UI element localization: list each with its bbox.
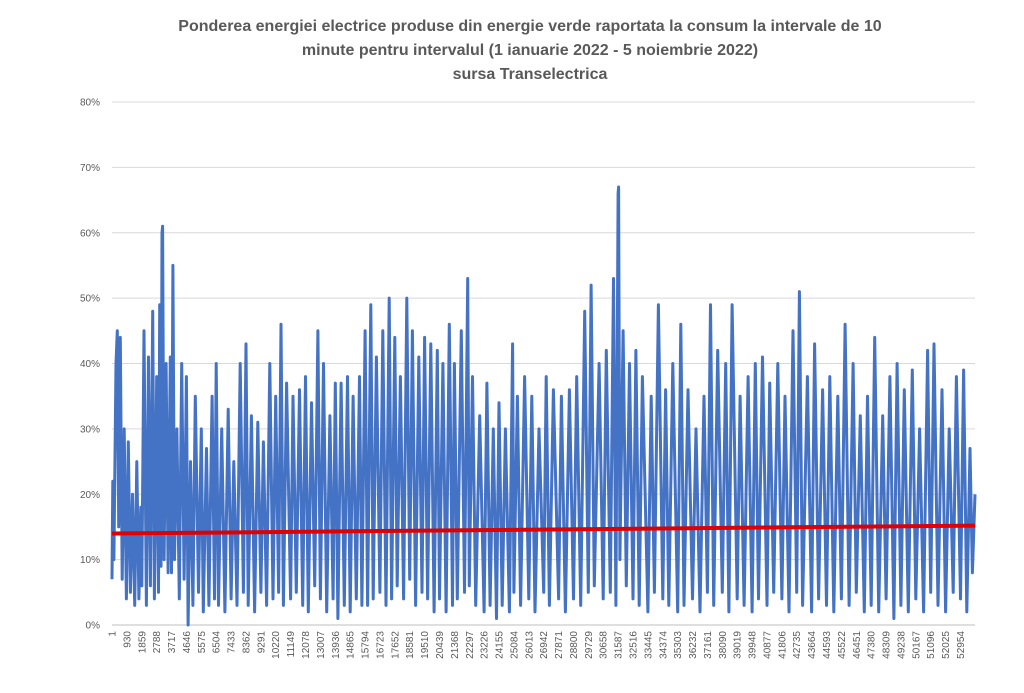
y-tick-label: 10% (80, 555, 100, 566)
x-tick-label: 12078 (301, 631, 312, 659)
x-tick-label: 32516 (628, 631, 639, 659)
x-tick-label: 43664 (807, 631, 818, 659)
x-tick-label: 930 (122, 631, 133, 648)
x-tick-label: 49238 (896, 631, 907, 659)
x-tick-label: 20439 (435, 631, 446, 659)
x-tick-label: 21368 (450, 631, 461, 659)
y-tick-label: 40% (80, 359, 100, 370)
y-tick-label: 0% (86, 621, 101, 632)
x-tick-label: 24155 (495, 631, 506, 659)
x-tick-label: 38090 (718, 631, 729, 659)
x-tick-label: 9291 (256, 631, 267, 654)
chart-title-line-1: Ponderea energiei electrice produse din … (178, 18, 882, 35)
x-axis-ticks: 1 930 1859 2788 3717 4646 5575 6504 7433 8362 9291… (108, 631, 967, 659)
y-tick-label: 50% (80, 294, 100, 305)
y-axis-ticks: 0% 10% 20% 30% 40% 50% 60% 70% 80% (80, 98, 100, 632)
x-tick-label: 27871 (554, 631, 565, 659)
x-tick-label: 7433 (227, 631, 238, 654)
grid-lines (112, 101, 975, 626)
y-tick-label: 30% (80, 424, 100, 435)
x-tick-label: 8362 (241, 631, 252, 654)
x-tick-label: 30658 (599, 631, 610, 659)
x-tick-label: 23226 (480, 631, 491, 659)
x-tick-label: 22297 (465, 631, 476, 659)
chart-title-line-3: sursa Transelectrica (452, 66, 608, 83)
x-tick-label: 2788 (152, 631, 163, 654)
x-tick-label: 52954 (956, 631, 967, 659)
x-tick-label: 44593 (822, 631, 833, 659)
x-tick-label: 26942 (539, 631, 550, 659)
x-tick-label: 50167 (911, 631, 922, 659)
x-tick-label: 31587 (614, 631, 625, 659)
x-tick-label: 26013 (524, 631, 535, 659)
y-tick-label: 20% (80, 490, 100, 501)
y-tick-label: 70% (80, 163, 100, 174)
x-tick-label: 10220 (271, 631, 282, 659)
x-tick-label: 45522 (837, 631, 848, 659)
x-tick-label: 1 (108, 631, 119, 637)
x-tick-label: 37161 (703, 631, 714, 659)
x-tick-label: 6504 (212, 631, 223, 654)
x-tick-label: 13936 (331, 631, 342, 659)
x-tick-label: 51096 (926, 631, 937, 659)
x-tick-label: 46451 (852, 631, 863, 659)
x-tick-label: 40877 (762, 631, 773, 659)
x-tick-label: 13007 (316, 631, 327, 659)
x-tick-label: 14865 (346, 631, 357, 659)
x-tick-label: 18581 (405, 631, 416, 659)
x-tick-label: 4646 (182, 631, 193, 654)
x-tick-label: 34374 (658, 631, 669, 659)
x-tick-label: 42735 (792, 631, 803, 659)
x-tick-label: 3717 (167, 631, 178, 654)
x-tick-label: 29729 (584, 631, 595, 659)
trendline (111, 523, 976, 536)
x-tick-label: 25084 (509, 631, 520, 659)
x-tick-label: 41806 (777, 631, 788, 659)
x-tick-label: 19510 (420, 631, 431, 659)
y-tick-label: 80% (80, 98, 100, 109)
x-tick-label: 28800 (569, 631, 580, 659)
x-tick-label: 39948 (748, 631, 759, 659)
x-tick-label: 39019 (733, 631, 744, 659)
x-tick-label: 1859 (137, 631, 148, 654)
chart-title-line-2: minute pentru intervalul (1 ianuarie 202… (301, 42, 759, 59)
x-tick-label: 15794 (361, 631, 372, 659)
x-tick-label: 47380 (867, 631, 878, 659)
x-tick-label: 48309 (882, 631, 893, 659)
x-tick-label: 17652 (390, 631, 401, 659)
x-tick-label: 11149 (286, 631, 297, 658)
y-tick-label: 60% (80, 228, 100, 239)
x-tick-label: 35303 (673, 631, 684, 659)
x-tick-label: 33445 (643, 631, 654, 659)
x-tick-label: 52025 (941, 631, 952, 659)
x-tick-label: 16723 (375, 631, 386, 659)
x-tick-label: 5575 (197, 631, 208, 654)
x-tick-label: 36232 (688, 631, 699, 659)
series-layer (110, 185, 977, 627)
